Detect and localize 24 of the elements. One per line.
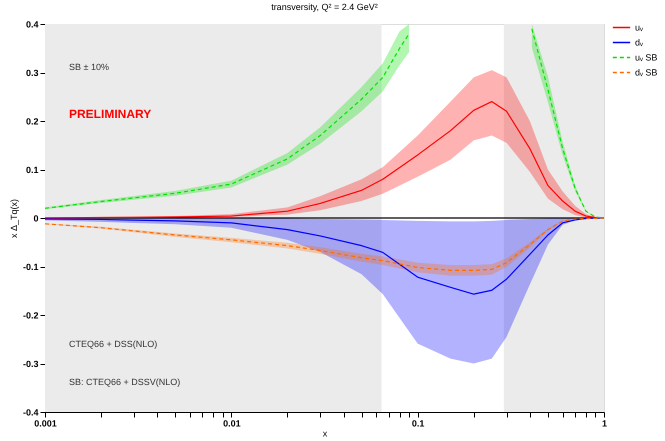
legend-label: dᵥ SB (635, 68, 658, 78)
y-axis-title: x Δ_Tq(x) (8, 198, 19, 238)
y-tick-label: 0.1 (26, 165, 38, 175)
y-tick-label: 0.2 (26, 116, 38, 126)
annotation: SB: CTEQ66 + DSSV(NLO) (69, 377, 180, 387)
x-axis-title: x (322, 428, 328, 438)
y-tick-label: 0.3 (26, 68, 38, 78)
y-tick-label: -0.1 (22, 262, 38, 272)
y-tick-label: -0.4 (22, 408, 38, 418)
annotation: PRELIMINARY (69, 107, 152, 121)
legend-label: dᵥ (635, 38, 644, 48)
legend-label: uᵥ (635, 22, 644, 32)
x-tick-label: 1 (602, 418, 608, 428)
y-tick-label: -0.3 (22, 359, 38, 369)
chart-title: transversity, Q² = 2.4 GeV² (271, 2, 378, 12)
y-tick-label: 0 (33, 214, 38, 224)
y-tick-label: -0.2 (22, 310, 38, 320)
x-tick-label: 0.001 (34, 418, 57, 428)
annotation: CTEQ66 + DSS(NLO) (69, 339, 158, 349)
annotation: SB ± 10% (69, 62, 109, 72)
legend-label: uᵥ SB (635, 52, 658, 62)
y-tick-label: 0.4 (26, 20, 38, 30)
x-tick-label: 0.01 (223, 418, 241, 428)
x-tick-label: 0.1 (412, 418, 424, 428)
